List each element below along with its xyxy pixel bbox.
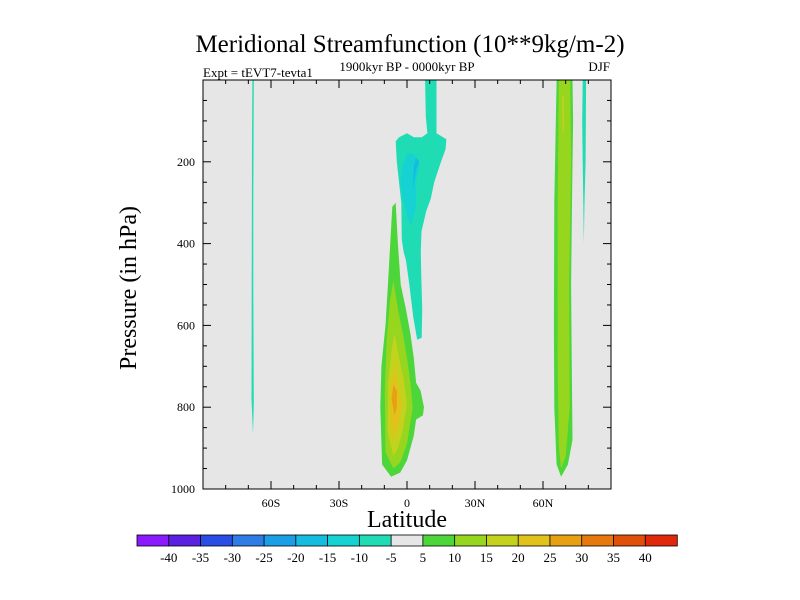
plot-area — [202, 79, 612, 490]
x-tick-label: 60S — [262, 496, 281, 510]
left-string: Expt = tEVT7-tevta1 — [203, 65, 313, 80]
colorbar-swatch — [263, 534, 297, 547]
colorbar-label: 40 — [639, 550, 652, 565]
colorbar-swatch — [454, 534, 488, 547]
colorbar-swatch — [486, 534, 519, 547]
x-axis-title: Latitude — [367, 507, 447, 533]
colorbar-swatch — [390, 534, 424, 547]
colorbar-label: 30 — [575, 550, 588, 565]
sh-polar-neg-cell-contour — [251, 80, 254, 432]
colorbar-swatch — [200, 534, 233, 547]
colorbar: -40 -35 -30 -25 -20 -15 -10 -5 5 10 15 20 25 30 35 40 — [136, 534, 678, 565]
nh-pos-cell-contour — [562, 96, 565, 134]
x-tick-label: 30S — [330, 496, 349, 510]
nh-pos-cell-contour — [557, 80, 572, 469]
colorbar-label: 20 — [512, 550, 525, 565]
colorbar-label: 5 — [420, 550, 427, 565]
y-tick-label: 400 — [177, 237, 195, 251]
colorbar-swatch — [358, 534, 392, 547]
colorbar-label: -30 — [224, 550, 241, 565]
colorbar-label: -35 — [192, 550, 209, 565]
colorbar-label: 10 — [448, 550, 461, 565]
equatorial-pos-cell-contour — [391, 384, 397, 416]
upper-neg-cell-contour — [412, 157, 420, 191]
colorbar-label: 15 — [480, 550, 493, 565]
center-string: 1900kyr BP - 0000kyr BP — [339, 59, 474, 74]
colorbar-swatch — [295, 534, 329, 547]
colorbar-swatch — [327, 534, 361, 547]
y-axis-title: Pressure (in hPa) — [116, 206, 142, 370]
chart-title: Meridional Streamfunction (10**9kg/m-2) — [195, 31, 624, 58]
colorbar-swatch — [136, 534, 170, 547]
colorbar-swatch — [644, 534, 678, 547]
colorbar-label: -40 — [160, 550, 177, 565]
x-tick-label: 60N — [533, 496, 554, 510]
colorbar-label: -10 — [351, 550, 368, 565]
colorbar-swatch — [168, 534, 202, 547]
right-string: DJF — [588, 59, 610, 74]
colorbar-label: -5 — [386, 550, 397, 565]
colorbar-swatch — [517, 534, 551, 547]
y-tick-label: 200 — [177, 155, 195, 169]
colorbar-label: -25 — [255, 550, 272, 565]
upper-neg-cell-contour — [395, 80, 447, 340]
colorbar-label: -15 — [319, 550, 336, 565]
colorbar-swatch — [613, 534, 646, 547]
colorbar-swatch — [231, 534, 265, 547]
y-tick-label: 600 — [177, 318, 195, 332]
colorbar-swatch — [581, 534, 615, 547]
y-tick-label: 800 — [177, 400, 195, 414]
nh-polar-neg-cell-contour — [582, 80, 587, 244]
axis-ticks: 60S 30S 0 30N 60N 200 400 600 800 1000 — [171, 80, 611, 510]
colorbar-label: 35 — [607, 550, 620, 565]
x-tick-label: 30N — [465, 496, 486, 510]
colorbar-swatch — [422, 534, 456, 547]
colorbar-swatch — [549, 534, 583, 547]
colorbar-label: 25 — [543, 550, 556, 565]
y-tick-label: 1000 — [171, 482, 195, 496]
colorbar-label: -20 — [287, 550, 304, 565]
x-tick-label: 0 — [404, 496, 410, 510]
